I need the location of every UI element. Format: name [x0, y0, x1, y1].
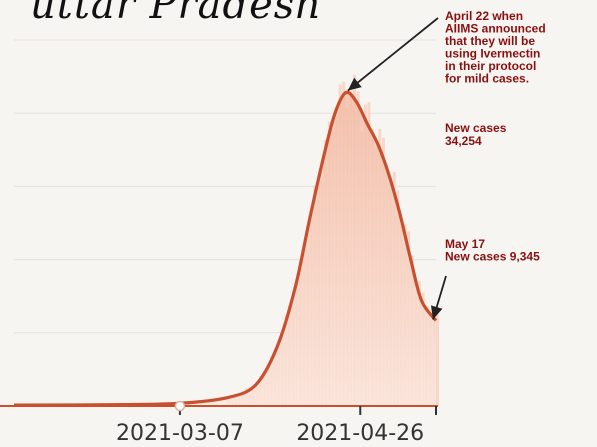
x-ticks: 2021-03-07 2021-04-26: [116, 402, 436, 447]
annotation-line: 34,254: [445, 134, 482, 148]
annotation-line: New cases: [445, 121, 507, 135]
x-tick-label: 2021-04-26: [296, 421, 424, 446]
arrow-shaft: [348, 18, 438, 91]
cases-area: [14, 92, 436, 406]
x-tick-label: 2021-03-07: [116, 421, 244, 446]
axis-marker: [175, 402, 184, 411]
annotation-line: New cases 9,345: [445, 250, 540, 264]
annotation-line: for mild cases.: [445, 72, 529, 86]
chart-title: uttar Pradesh: [30, 0, 322, 28]
daily-bar: [436, 315, 439, 406]
arrow-head: [348, 78, 362, 91]
